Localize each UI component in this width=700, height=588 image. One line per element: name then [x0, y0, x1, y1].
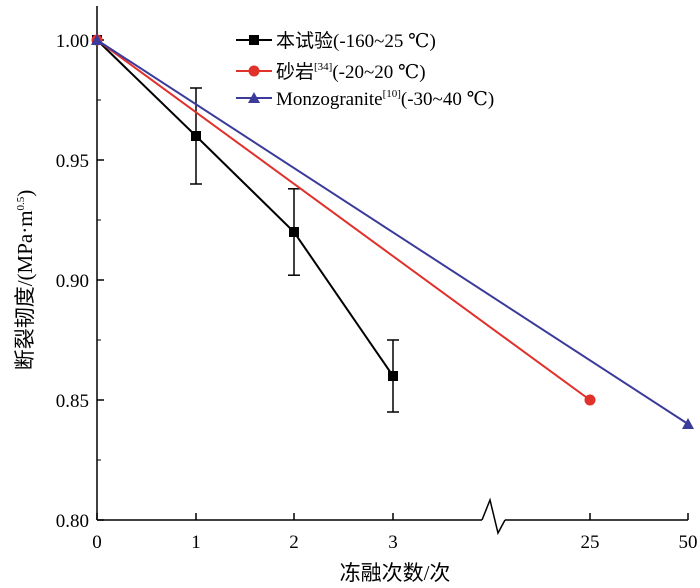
x-tick-label: 25 — [581, 532, 600, 553]
x-tick-label: 50 — [679, 532, 698, 553]
y-tick-label: 0.85 — [56, 391, 89, 412]
y-tick-label: 1.00 — [56, 31, 89, 52]
x-axis-title: 冻融次数/次 — [340, 561, 451, 585]
data-point-series-0 — [289, 227, 299, 237]
x-tick-label: 2 — [289, 532, 299, 553]
plot-area: 0.80 0.85 0.90 0.95 1.00 0 1 2 3 25 50 — [56, 6, 698, 553]
legend-item-series-2: Monzogranite[10](-30~40 ℃) — [236, 88, 494, 110]
data-point-series-2 — [682, 418, 694, 429]
series-layer — [96, 39, 689, 425]
data-point-series-0 — [191, 131, 201, 141]
legend-marker-circle — [248, 65, 260, 77]
x-tick-label: 0 — [92, 532, 102, 553]
series-line-1 — [96, 39, 591, 401]
y-axis-title-close: ) — [13, 190, 37, 197]
legend-marker-square — [249, 35, 259, 45]
legend-item-series-0: 本试验(-160~25 ℃) — [236, 30, 436, 52]
y-tick-label: 0.95 — [56, 151, 89, 172]
data-point-series-1 — [584, 394, 596, 406]
legend-item-series-1: 砂岩[34](-20~20 ℃) — [236, 61, 426, 83]
series-line-2 — [96, 39, 689, 425]
series-line-0 — [96, 39, 394, 377]
marker-layer — [91, 34, 694, 429]
y-axis-title-main: 断裂韧度/(MPa·m — [13, 210, 37, 370]
legend: 本试验(-160~25 ℃) 砂岩[34](-20~20 ℃) Monzogra… — [236, 30, 494, 110]
axis-break-mark — [481, 497, 506, 536]
legend-label-series-0: 本试验(-160~25 ℃) — [276, 30, 436, 52]
y-axis-title-exponent: 0.5 — [15, 196, 27, 210]
x-tick-label: 3 — [388, 532, 398, 553]
legend-label-series-1: 砂岩[34](-20~20 ℃) — [276, 61, 426, 83]
legend-label-series-2: Monzogranite[10](-30~40 ℃) — [276, 88, 494, 110]
data-point-series-0 — [388, 371, 398, 381]
x-tick-label: 1 — [191, 532, 201, 553]
data-point-series-2 — [91, 34, 103, 45]
legend-marker-triangle — [248, 92, 260, 103]
y-axis-title: 断裂韧度/(MPa·m0.5) — [13, 190, 37, 371]
y-tick-label: 0.80 — [56, 511, 89, 532]
y-tick-label: 0.90 — [56, 271, 89, 292]
